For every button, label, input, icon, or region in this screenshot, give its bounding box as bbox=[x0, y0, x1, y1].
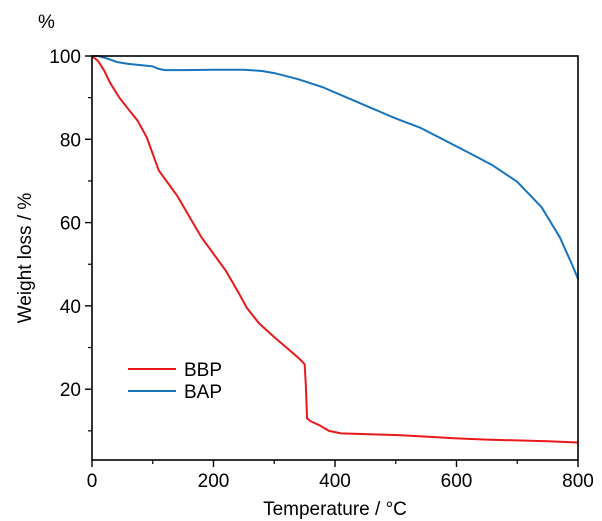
legend-label-bbp: BBP bbox=[184, 360, 222, 381]
series-line-bbp bbox=[91, 55, 579, 444]
y-tick-label: 20 bbox=[60, 380, 81, 401]
legend-label-bap: BAP bbox=[184, 382, 222, 403]
series-layer bbox=[91, 55, 579, 444]
x-axis-title: Temperature / °C bbox=[263, 499, 407, 520]
x-tick-labels: 0 200 400 600 800 bbox=[87, 471, 594, 492]
y-axis-title: Weight loss / % bbox=[15, 193, 36, 324]
x-tick-label: 200 bbox=[198, 471, 230, 492]
x-tick-label: 600 bbox=[441, 471, 473, 492]
x-tick-label: 800 bbox=[562, 471, 594, 492]
legend: BBP BAP bbox=[128, 360, 222, 403]
y-tick-label: 60 bbox=[60, 214, 81, 235]
plot-frame bbox=[91, 55, 579, 461]
y-tick-label: 80 bbox=[60, 130, 81, 151]
axis-ticks bbox=[85, 55, 579, 467]
y-tick-label: 100 bbox=[49, 47, 81, 68]
series-line-bap bbox=[91, 55, 579, 280]
y-axis-unit: % bbox=[38, 12, 55, 33]
y-tick-labels: 20 40 60 80 100 bbox=[49, 47, 81, 401]
x-tick-label: 400 bbox=[319, 471, 351, 492]
y-tick-label: 40 bbox=[60, 297, 81, 318]
x-tick-label: 0 bbox=[87, 471, 98, 492]
